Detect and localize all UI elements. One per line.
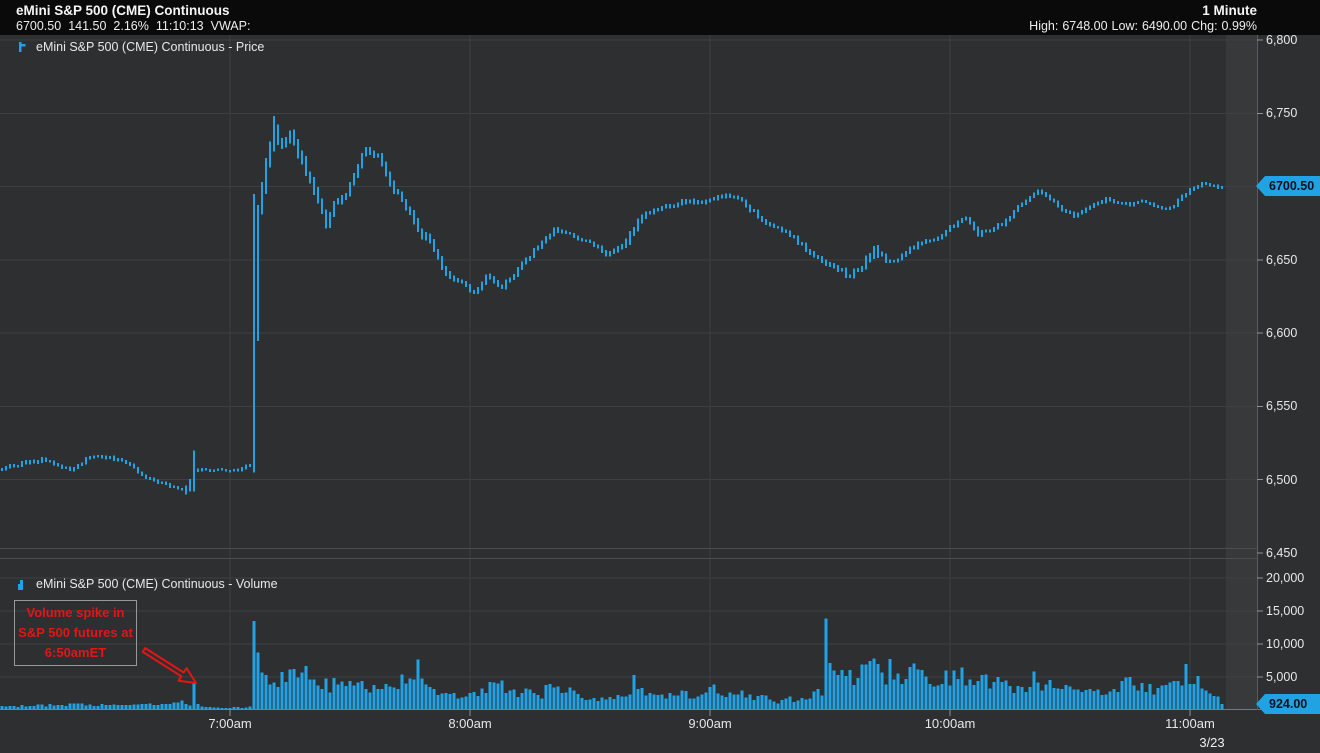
annotation-arrow[interactable] [141,647,197,684]
time-axis-label: 11:00am [1165,716,1215,731]
last-volume-tag-value: 924.00 [1265,693,1320,714]
price-axis-label: 6,600 [1266,326,1298,341]
high-value: 6748.00 [1062,19,1108,33]
volume-axis-label: 20,000 [1266,571,1305,585]
high-label: High: [1029,19,1059,33]
low-label: Low: [1111,19,1138,33]
vwap-label: VWAP: [210,19,251,33]
price-axis-label: 6,800 [1266,33,1298,47]
volume-histogram-icon [15,578,27,590]
last-price-tag-value: 6700.50 [1265,175,1320,196]
volume-axis-label: 5,000 [1266,670,1298,684]
chg-label: Chg: [1191,19,1218,33]
quote-line: 6700.50 141.50 2.16% 11:10:13 VWAP: [16,19,257,33]
price-bars-icon [15,41,27,53]
price-axis-label: 6,550 [1266,399,1298,414]
time-axis-label: 10:00am [924,716,976,731]
time-axis-label: 9:00am [688,716,732,731]
time-axis-label: 8:00am [448,716,492,731]
time-axis-label: 7:00am [208,716,252,731]
price-panel-label: eMini S&P 500 (CME) Continuous - Price [15,40,264,54]
volume-panel-title: eMini S&P 500 (CME) Continuous - Volume [36,577,278,591]
tag-arrow-icon [1256,175,1265,196]
chg-value: 0.99% [1221,19,1257,33]
annotation-line-3: 6:50amET [44,645,107,660]
price-panel-title: eMini S&P 500 (CME) Continuous - Price [36,40,265,54]
price-axis-label: 6,650 [1266,252,1298,267]
instrument-title: eMini S&P 500 (CME) Continuous [16,3,230,18]
price-axis-label: 6,750 [1266,106,1298,121]
price-change: 141.50 [68,19,107,33]
quote-time: 11:10:13 [155,19,204,33]
tag-arrow-icon [1256,693,1265,714]
last-volume-tag: 924.00 [1256,693,1320,714]
volume-axis-label: 10,000 [1266,637,1305,651]
annotation-line-2: S&P 500 futures at [18,625,133,640]
low-value: 6490.00 [1141,19,1188,33]
price-axis-label: 6,500 [1266,472,1298,487]
annotation-line-1: Volume spike in [26,605,125,620]
price-axis-label: 6,450 [1266,545,1298,560]
volume-panel-label: eMini S&P 500 (CME) Continuous - Volume [15,577,278,591]
session-stats: High: 6748.00 Low: 6490.00 Chg: 0.99% [1029,19,1257,33]
last-price-tag: 6700.50 [1256,175,1320,196]
timeframe-label: 1 Minute [1202,3,1257,18]
price-change-pct: 2.16% [113,19,149,33]
annotation-box[interactable]: Volume spike in S&P 500 futures at 6:50a… [14,600,137,666]
last-price: 6700.50 [16,19,62,33]
volume-axis-label: 15,000 [1266,604,1305,618]
header: eMini S&P 500 (CME) Continuous 6700.50 14… [0,0,1320,35]
date-label: 3/23 [1199,735,1225,750]
